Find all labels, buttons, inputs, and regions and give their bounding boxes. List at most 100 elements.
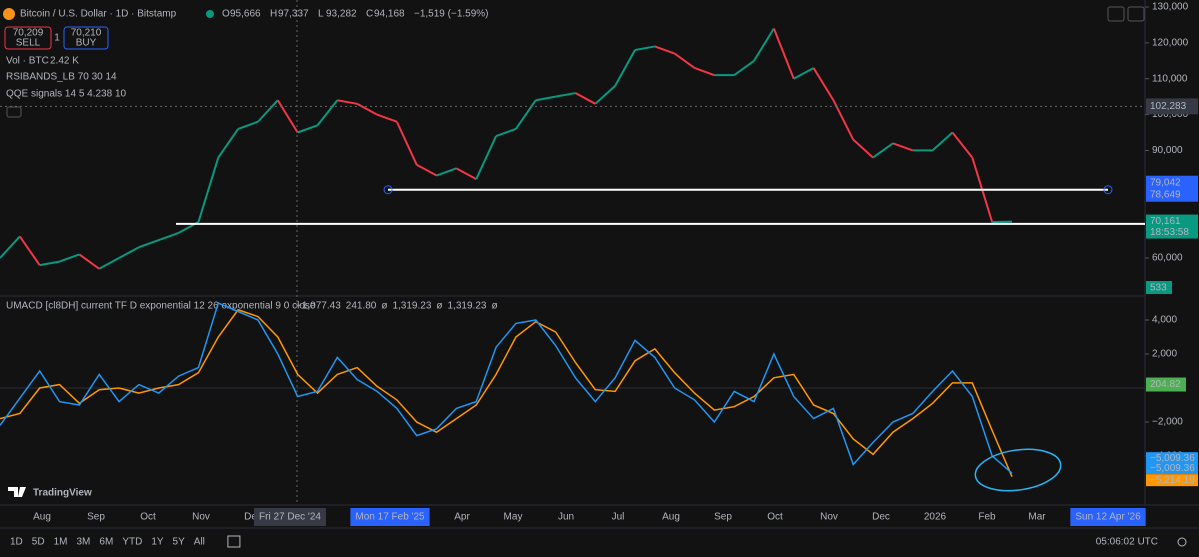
umacd-name: UMACD [cl8DH] current TF D exponential 1… bbox=[6, 301, 316, 312]
price-segment bbox=[217, 128, 239, 159]
umacd-value: 1,319.23 bbox=[392, 301, 431, 312]
y-tick-label: 2,000 bbox=[1152, 349, 1177, 360]
price-segment bbox=[257, 99, 279, 123]
price-segment bbox=[297, 124, 318, 134]
time-label: Nov bbox=[192, 512, 210, 523]
price-segment bbox=[197, 157, 220, 223]
time-label: Jun bbox=[558, 512, 574, 523]
rsibands: RSIBANDS_LB 70 30 14 bbox=[6, 72, 117, 83]
price-segment bbox=[39, 260, 60, 267]
macd-line bbox=[0, 301, 1013, 474]
umacd-value: 241.80 bbox=[346, 301, 377, 312]
price-segment bbox=[316, 99, 339, 126]
handle bbox=[383, 185, 393, 195]
price-segment bbox=[356, 102, 378, 116]
fullscreen-button[interactable] bbox=[1127, 6, 1145, 22]
volume-label: 533 bbox=[1150, 283, 1167, 294]
price-segment bbox=[951, 131, 974, 159]
range-button[interactable]: 1D bbox=[10, 537, 23, 548]
price-segment bbox=[237, 120, 259, 130]
volume-value: 2.42 K bbox=[50, 56, 79, 67]
price-segment bbox=[674, 52, 696, 69]
settings-icon bbox=[1177, 537, 1187, 547]
download-button[interactable] bbox=[1107, 6, 1125, 22]
price-segment bbox=[634, 45, 656, 52]
y-tick-label: 100,000 bbox=[1152, 109, 1189, 120]
crosshair-label-bg bbox=[1146, 98, 1198, 115]
crosshair-label: 102,283 bbox=[1150, 101, 1187, 112]
level-label-bg bbox=[1146, 175, 1198, 202]
buy-price: 70,210 bbox=[71, 28, 102, 39]
umacd-value: ø bbox=[436, 301, 442, 312]
price-segment bbox=[0, 235, 21, 259]
price-segment bbox=[515, 99, 537, 130]
y-tick-label: −2,000 bbox=[1152, 417, 1183, 428]
price-segment bbox=[733, 59, 755, 76]
ohlc-value: 94,168 bbox=[374, 9, 405, 20]
price-segment bbox=[852, 138, 874, 159]
macd-label: −5,009.36 bbox=[1150, 463, 1195, 474]
time-label-bg bbox=[1070, 508, 1146, 526]
time-label: Sun 12 Apr '26 bbox=[1075, 512, 1141, 523]
countdown: 18:53:58 bbox=[1150, 227, 1189, 238]
time-label-bg bbox=[254, 508, 326, 526]
price-segment bbox=[118, 246, 140, 259]
time-label: Aug bbox=[33, 512, 51, 523]
range-button[interactable]: 3M bbox=[77, 537, 91, 548]
time-label: Nov bbox=[820, 512, 838, 523]
annotation bbox=[974, 448, 1062, 492]
range-button[interactable]: 1Y bbox=[151, 537, 164, 548]
price-segment bbox=[872, 142, 894, 159]
price-segment bbox=[892, 142, 914, 152]
time-label: Mon 17 Feb '25 bbox=[355, 512, 425, 523]
price-segment bbox=[475, 135, 497, 180]
range-button[interactable]: 5Y bbox=[173, 537, 186, 548]
hist-label: 204.82 bbox=[1150, 379, 1181, 390]
range-button[interactable]: 6M bbox=[99, 537, 113, 548]
handle bbox=[1103, 185, 1113, 195]
macd-label-bg bbox=[1146, 452, 1198, 475]
price-segment bbox=[78, 253, 100, 270]
price-segment bbox=[455, 167, 477, 180]
sell-button[interactable] bbox=[4, 26, 52, 50]
range-button[interactable]: YTD bbox=[122, 537, 142, 548]
price-segment bbox=[555, 92, 576, 98]
ohlc-label: O bbox=[222, 9, 230, 20]
y-tick-label: 110,000 bbox=[1152, 73, 1188, 84]
last-price: 70,161 bbox=[1150, 216, 1181, 227]
price-segment bbox=[931, 131, 954, 152]
time-label: May bbox=[504, 512, 523, 523]
range-button[interactable]: All bbox=[194, 537, 205, 548]
buy-button[interactable] bbox=[63, 26, 109, 50]
collapse-button[interactable] bbox=[6, 106, 22, 118]
price-segment bbox=[694, 67, 715, 77]
range-button[interactable]: 5D bbox=[32, 537, 45, 548]
sell-label: SELL bbox=[16, 38, 41, 49]
time-label: Sep bbox=[714, 512, 732, 523]
price-segment bbox=[436, 167, 457, 177]
macd-label: −5,009.36 bbox=[1150, 453, 1195, 464]
quantity: 1 bbox=[54, 33, 60, 44]
time-label: Feb bbox=[978, 512, 996, 523]
clock: 05:06:02 UTC bbox=[1096, 537, 1158, 548]
ohlc-value: 97,337 bbox=[278, 9, 309, 20]
last-price-bg bbox=[1146, 214, 1198, 239]
umacd-value: −1,077.43 bbox=[296, 301, 341, 312]
level-label: 78,649 bbox=[1150, 189, 1181, 200]
time-label: Jul bbox=[612, 512, 625, 523]
sell-price: 70,209 bbox=[13, 28, 44, 39]
umacd-value: ø bbox=[491, 301, 497, 312]
price-segment bbox=[992, 220, 1013, 224]
time-label: Sep bbox=[87, 512, 105, 523]
qqe: QQE signals 14 5 4.238 10 bbox=[6, 89, 127, 100]
range-button[interactable]: 1M bbox=[54, 537, 68, 548]
time-label: Dec bbox=[244, 512, 262, 523]
price-segment bbox=[753, 27, 775, 62]
signal-label: −5,214.19 bbox=[1150, 475, 1195, 486]
y-tick-label: 130,000 bbox=[1152, 2, 1189, 13]
ohlc-label: H bbox=[270, 9, 277, 20]
y-tick-label: 90,000 bbox=[1152, 145, 1183, 156]
time-label: Apr bbox=[454, 512, 470, 523]
